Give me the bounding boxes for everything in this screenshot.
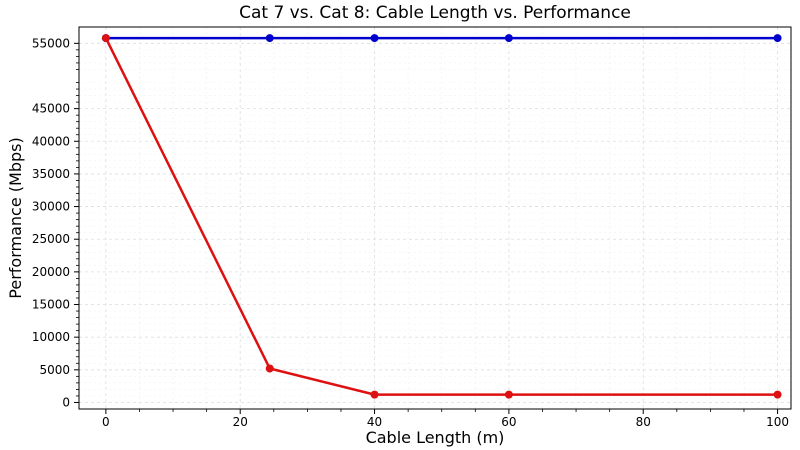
data-point [504,390,513,399]
series-2 [101,34,782,399]
x-tick-label: 80 [636,415,651,429]
x-tick-label: 60 [501,415,516,429]
series-group [101,34,782,399]
data-point [504,34,513,43]
x-tick-label: 100 [766,415,789,429]
x-axis-label: Cable Length (m) [366,428,505,447]
data-point [773,390,782,399]
y-tick-label: 10000 [32,330,70,344]
data-point [265,34,274,43]
y-tick-label: 5000 [39,363,70,377]
y-tick-label: 15000 [32,298,70,312]
x-tick-label: 0 [102,415,110,429]
y-tick-label: 20000 [32,265,70,279]
y-tick-label: 45000 [32,102,70,116]
grid [79,27,791,409]
data-point [370,390,379,399]
data-point [101,34,110,43]
chart-title: Cat 7 vs. Cat 8: Cable Length vs. Perfor… [239,3,631,23]
series-1 [101,34,782,43]
y-tick-label: 35000 [32,167,70,181]
axes: 0 20 40 60 80 100 0 5000 10000 15000 20000 25000 300… [32,36,789,429]
data-point [370,34,379,43]
y-tick-label: 0 [62,395,70,409]
y-tick-label: 55000 [32,36,70,50]
data-point [773,34,782,43]
series-line [104,37,778,396]
y-tick-label: 25000 [32,232,70,246]
plot-frame [78,26,792,410]
x-tick-label: 20 [233,415,248,429]
data-point [265,364,274,373]
y-axis-label: Performance (Mbps) [6,137,25,298]
x-tick-label: 40 [367,415,382,429]
y-tick-label: 30000 [32,200,70,214]
y-tick-label: 40000 [32,134,70,148]
